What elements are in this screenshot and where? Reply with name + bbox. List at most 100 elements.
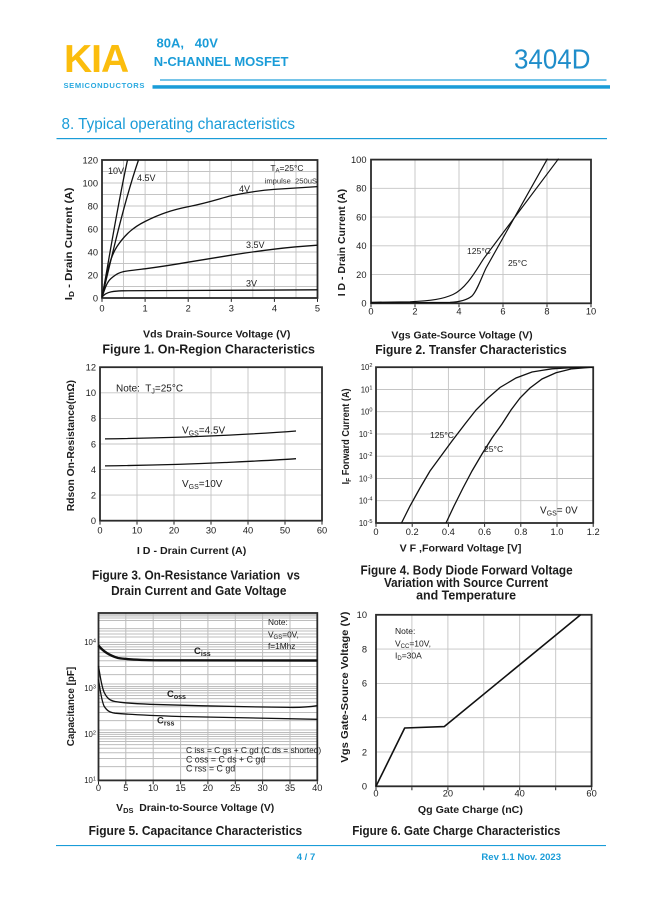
svg-text:10: 10 xyxy=(357,610,367,620)
svg-text:40: 40 xyxy=(312,783,322,793)
svg-text:80: 80 xyxy=(356,184,366,194)
svg-text:4V: 4V xyxy=(239,184,250,194)
svg-text:V F ,Forward Voltage [V]: V F ,Forward Voltage [V] xyxy=(400,544,522,555)
svg-text:2: 2 xyxy=(186,304,191,314)
svg-text:25: 25 xyxy=(230,783,240,793)
svg-text:125°C: 125°C xyxy=(467,246,491,256)
svg-text:20: 20 xyxy=(88,270,98,280)
svg-text:0: 0 xyxy=(97,526,102,536)
svg-text:Drain Current and Gate Voltage: Drain Current and Gate Voltage xyxy=(111,584,286,598)
svg-text:0: 0 xyxy=(361,299,366,309)
svg-text:10-4: 10-4 xyxy=(359,497,373,506)
svg-text:3: 3 xyxy=(229,304,234,314)
svg-text:Figure 6. Gate Charge Characte: Figure 6. Gate Charge Characteristics xyxy=(352,824,560,838)
svg-text:Figure 1. On-Region Characteri: Figure 1. On-Region Characteristics xyxy=(102,343,315,357)
svg-text:40: 40 xyxy=(88,247,98,257)
svg-text:VGS=10V: VGS=10V xyxy=(182,479,223,491)
svg-text:60: 60 xyxy=(586,789,596,799)
svg-text:1: 1 xyxy=(143,304,148,314)
svg-text:8: 8 xyxy=(544,307,549,317)
svg-text:Rdson On-Resistance(mΩ): Rdson On-Resistance(mΩ) xyxy=(66,380,77,511)
svg-text:102: 102 xyxy=(361,363,373,372)
svg-text:0.6: 0.6 xyxy=(478,527,491,537)
svg-text:Qg Gate Charge (nC): Qg Gate Charge (nC) xyxy=(418,805,523,816)
svg-text:0: 0 xyxy=(362,782,367,792)
svg-text:0: 0 xyxy=(373,789,378,799)
svg-text:ID - Drain Current (A): ID - Drain Current (A) xyxy=(64,188,76,301)
svg-text:60: 60 xyxy=(88,224,98,234)
svg-text:120: 120 xyxy=(82,155,98,165)
svg-text:10-5: 10-5 xyxy=(359,519,373,528)
svg-text:ID=30A: ID=30A xyxy=(395,651,422,663)
svg-text:0: 0 xyxy=(368,307,373,317)
svg-text:2: 2 xyxy=(412,307,417,317)
svg-text:f=1Mhz: f=1Mhz xyxy=(268,641,295,651)
svg-text:102: 102 xyxy=(84,730,96,739)
svg-text:3V: 3V xyxy=(246,279,257,289)
svg-text:20: 20 xyxy=(356,270,366,280)
svg-text:4: 4 xyxy=(91,465,96,475)
svg-text:3.5V: 3.5V xyxy=(246,240,265,250)
svg-text:100: 100 xyxy=(351,155,367,165)
svg-text:Rev 1.1 Nov. 2023: Rev 1.1 Nov. 2023 xyxy=(481,852,561,863)
svg-text:50: 50 xyxy=(280,526,290,536)
svg-text:20: 20 xyxy=(203,783,213,793)
svg-text:5: 5 xyxy=(315,304,320,314)
svg-text:I D - Drain Current (A): I D - Drain Current (A) xyxy=(137,546,246,557)
svg-text:Note:: Note: xyxy=(268,617,288,627)
svg-text:4: 4 xyxy=(456,307,461,317)
svg-text:0.2: 0.2 xyxy=(406,527,419,537)
svg-text:VGS=0V,: VGS=0V, xyxy=(268,630,299,642)
svg-text:KIA: KIA xyxy=(64,38,129,81)
svg-text:I D - Drain Current (A): I D - Drain Current (A) xyxy=(337,189,348,296)
svg-text:0: 0 xyxy=(373,527,378,537)
svg-text:4 / 7: 4 / 7 xyxy=(297,852,316,863)
svg-text:20: 20 xyxy=(169,526,179,536)
svg-text:4: 4 xyxy=(362,713,367,723)
svg-text:35: 35 xyxy=(285,783,295,793)
svg-text:VGS=4.5V: VGS=4.5V xyxy=(182,426,226,438)
svg-text:10-2: 10-2 xyxy=(359,452,373,461)
svg-text:Vgs Gate-Source Voltage (V): Vgs Gate-Source Voltage (V) xyxy=(340,612,351,763)
svg-text:C iss = C gs + C gd (C ds = sh: C iss = C gs + C gd (C ds = shorted) xyxy=(186,745,321,755)
svg-text:C rss = C gd: C rss = C gd xyxy=(186,764,235,774)
svg-text:25°C: 25°C xyxy=(508,258,527,268)
svg-text:VDS Drain-to-Source Voltage (: VDS Drain-to-Source Voltage (V) xyxy=(116,803,274,815)
svg-text:20: 20 xyxy=(443,789,453,799)
svg-text:25°C: 25°C xyxy=(484,444,503,454)
svg-text:Note:: Note: xyxy=(395,626,415,636)
svg-text:Note: TJ=25°C: Note: TJ=25°C xyxy=(116,384,183,396)
svg-text:Capacitance [pF]: Capacitance [pF] xyxy=(66,667,77,746)
svg-text:101: 101 xyxy=(84,776,96,785)
svg-text:40: 40 xyxy=(243,526,253,536)
svg-text:0: 0 xyxy=(99,304,104,314)
svg-text:103: 103 xyxy=(84,684,96,693)
svg-text:10V: 10V xyxy=(108,166,124,176)
svg-text:SEMICONDUCTORS: SEMICONDUCTORS xyxy=(64,81,146,90)
svg-text:6: 6 xyxy=(91,439,96,449)
svg-text:6: 6 xyxy=(362,679,367,689)
svg-text:8: 8 xyxy=(362,644,367,654)
svg-text:Vds Drain-Source Voltage (V): Vds Drain-Source Voltage (V) xyxy=(143,330,290,341)
svg-text:0: 0 xyxy=(91,516,96,526)
svg-text:and Temperature: and Temperature xyxy=(416,589,516,603)
svg-text:N-CHANNEL MOSFET: N-CHANNEL MOSFET xyxy=(154,54,289,69)
svg-text:10: 10 xyxy=(132,526,142,536)
svg-text:0: 0 xyxy=(96,783,101,793)
svg-text:10: 10 xyxy=(86,388,96,398)
svg-text:1.2: 1.2 xyxy=(587,527,600,537)
svg-text:Figure 4. Body Diode Forward V: Figure 4. Body Diode Forward Voltage xyxy=(361,563,573,577)
svg-text:IF Forward Current (A): IF Forward Current (A) xyxy=(341,388,353,484)
svg-text:4.5V: 4.5V xyxy=(137,173,156,183)
svg-text:TA=25°C: TA=25°C xyxy=(270,163,303,175)
svg-text:4: 4 xyxy=(272,304,277,314)
svg-text:125°C: 125°C xyxy=(430,430,454,440)
svg-text:60: 60 xyxy=(317,526,327,536)
svg-text:Figure 5. Capacitance Characte: Figure 5. Capacitance Characteristics xyxy=(89,824,303,838)
svg-text:80: 80 xyxy=(88,201,98,211)
svg-text:VCC=10V,: VCC=10V, xyxy=(395,639,431,651)
svg-text:100: 100 xyxy=(361,408,373,417)
svg-text:2: 2 xyxy=(362,747,367,757)
svg-text:impulse 250uS: impulse 250uS xyxy=(265,177,317,186)
svg-text:10: 10 xyxy=(148,783,158,793)
